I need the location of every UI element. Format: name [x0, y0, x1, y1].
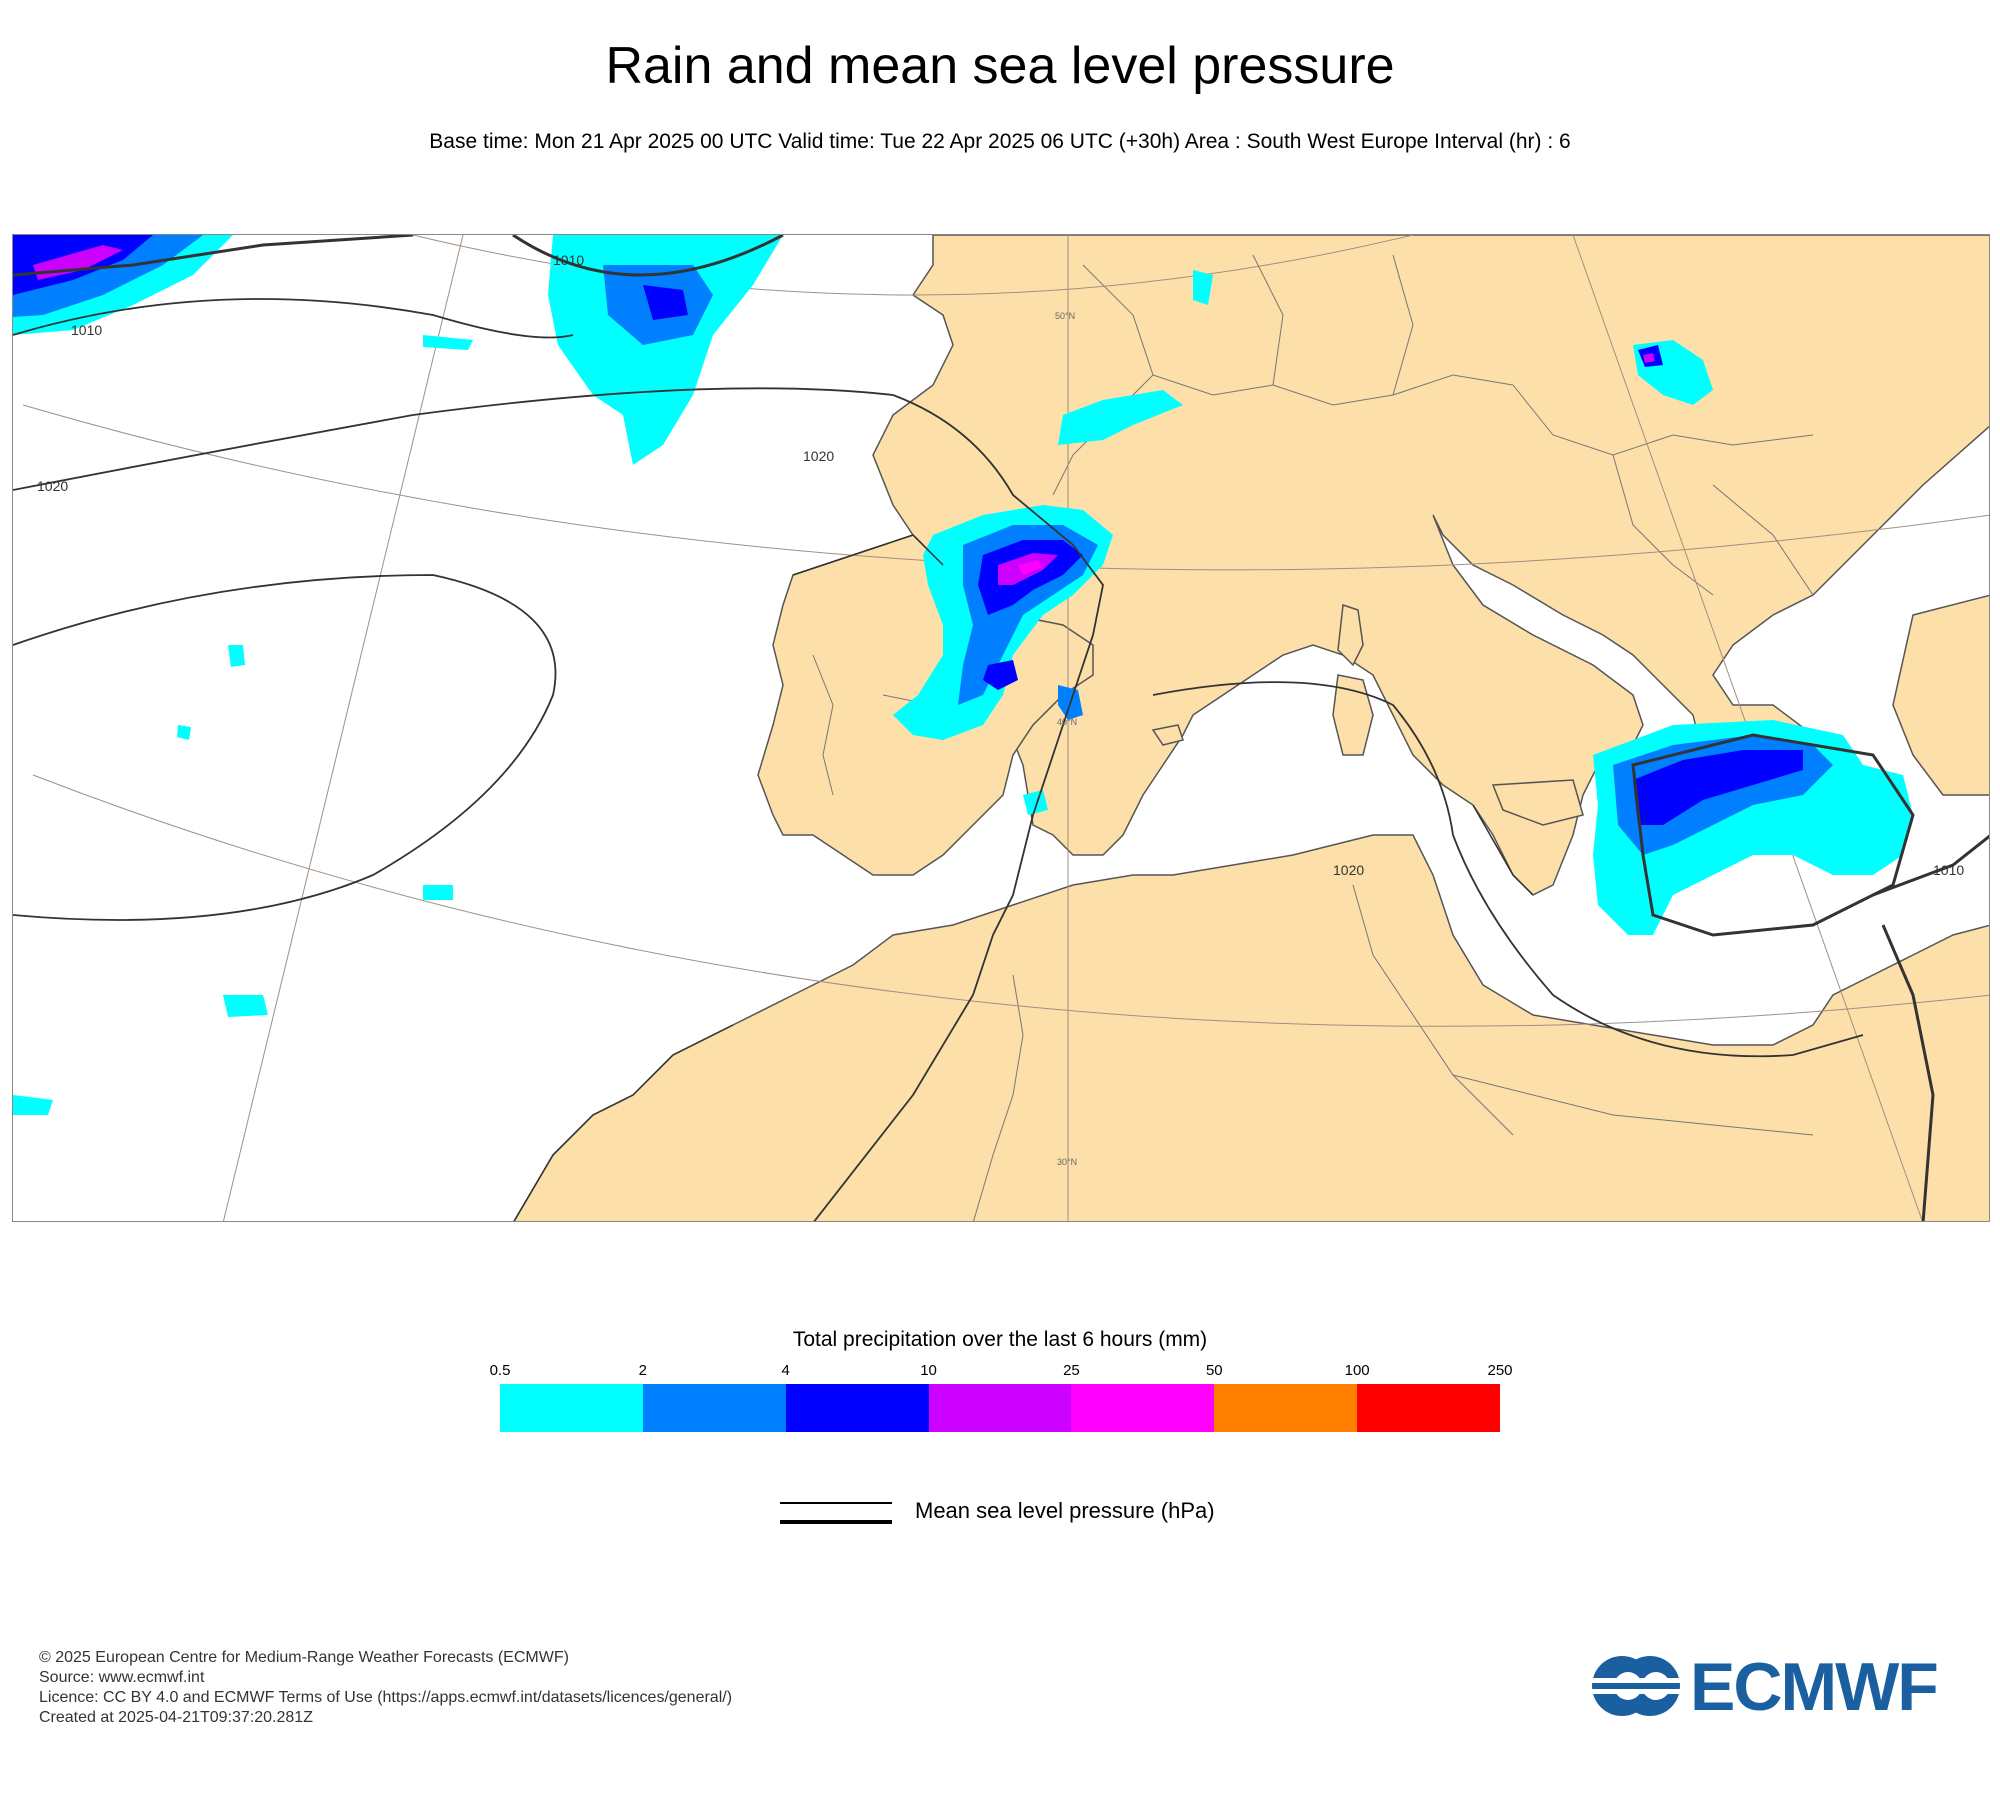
isobar-labels: 1010 1010 1020 1020 1020 1010 — [37, 252, 1964, 878]
sicily-land — [1491, 779, 1584, 826]
colorbar-tick: 4 — [781, 1362, 790, 1379]
isobar-label: 1020 — [1333, 862, 1364, 878]
lat-label: 50°N — [1055, 311, 1075, 321]
isobar-label: 1020 — [803, 448, 834, 464]
colorbar-segment — [928, 1384, 1072, 1432]
sardinia-land — [1332, 674, 1374, 756]
lat-label: 40°N — [1057, 717, 1077, 727]
colorbar-segment — [1071, 1384, 1215, 1432]
colorbar-tick: 50 — [1205, 1362, 1223, 1379]
credits-block: © 2025 European Centre for Medium-Range … — [39, 1648, 732, 1728]
legend-title: Total precipitation over the last 6 hour… — [792, 1328, 1208, 1351]
graticule-labels: 50°N 40°N 30°N — [1055, 311, 1077, 1167]
colorbar-segment — [1214, 1384, 1358, 1432]
lat-label: 30°N — [1057, 1157, 1077, 1167]
isobar-1010-north — [13, 235, 414, 277]
credit-line: Created at 2025-04-21T09:37:20.281Z — [39, 1709, 313, 1726]
colorbar-tick: 25 — [1063, 1362, 1080, 1379]
pressure-line-thin — [780, 1502, 892, 1504]
colorbar-tick: 10 — [920, 1362, 937, 1379]
anatolia-land — [1892, 594, 1989, 796]
isobar-1010-med — [1631, 733, 1915, 937]
ecmwf-logo[interactable]: ECMWF — [1590, 1649, 1970, 1725]
colorbar-segment — [785, 1384, 929, 1432]
colorbar-tick: 0.5 — [489, 1362, 511, 1379]
map-panel[interactable]: 1010 1010 1020 1020 1020 1010 50°N 40°N … — [12, 234, 1990, 1222]
map-svg: 1010 1010 1020 1020 1020 1010 50°N 40°N … — [13, 235, 1989, 1221]
colorbar-segment — [642, 1384, 786, 1432]
colorbar-segment — [1357, 1384, 1501, 1432]
page-title: Rain and mean sea level pressure — [605, 37, 1395, 95]
ecmwf-logo-icon — [1590, 1656, 1682, 1716]
isobar-1020-mid — [13, 387, 1104, 1221]
credit-line: Licence: CC BY 4.0 and ECMWF Terms of Us… — [39, 1689, 733, 1706]
corsica-land — [1337, 603, 1364, 667]
credit-line: Source: www.ecmwf.int — [39, 1669, 205, 1686]
isobar-1020-loop — [13, 574, 557, 921]
colorbar-segment — [500, 1384, 643, 1432]
precip-layer — [13, 235, 1913, 1115]
pressure-line-thick — [780, 1520, 892, 1524]
isobar-label: 1010 — [71, 322, 102, 338]
isobar-layer — [13, 235, 1989, 1221]
border-layer — [812, 254, 1814, 1221]
page-subtitle: Base time: Mon 21 Apr 2025 00 UTC Valid … — [429, 130, 1571, 153]
isobar-label: 1010 — [1933, 862, 1964, 878]
precip-colorbar — [500, 1384, 1501, 1432]
colorbar-ticks: 0.5 2 4 10 25 50 100 250 — [490, 1362, 1513, 1380]
credit-line: © 2025 European Centre for Medium-Range … — [39, 1649, 569, 1666]
north-africa-land — [513, 834, 1989, 1221]
colorbar-tick: 250 — [1487, 1362, 1513, 1379]
coastline-layer — [513, 534, 1534, 1221]
balearic-land — [1151, 724, 1184, 746]
isobar-label: 1020 — [37, 478, 68, 494]
pressure-legend-label: Mean sea level pressure (hPa) — [915, 1498, 1215, 1523]
colorbar-tick: 100 — [1344, 1362, 1370, 1379]
colorbar-tick: 2 — [638, 1362, 648, 1379]
isobar-label: 1010 — [553, 252, 584, 268]
ecmwf-logo-text: ECMWF — [1690, 1649, 1939, 1725]
